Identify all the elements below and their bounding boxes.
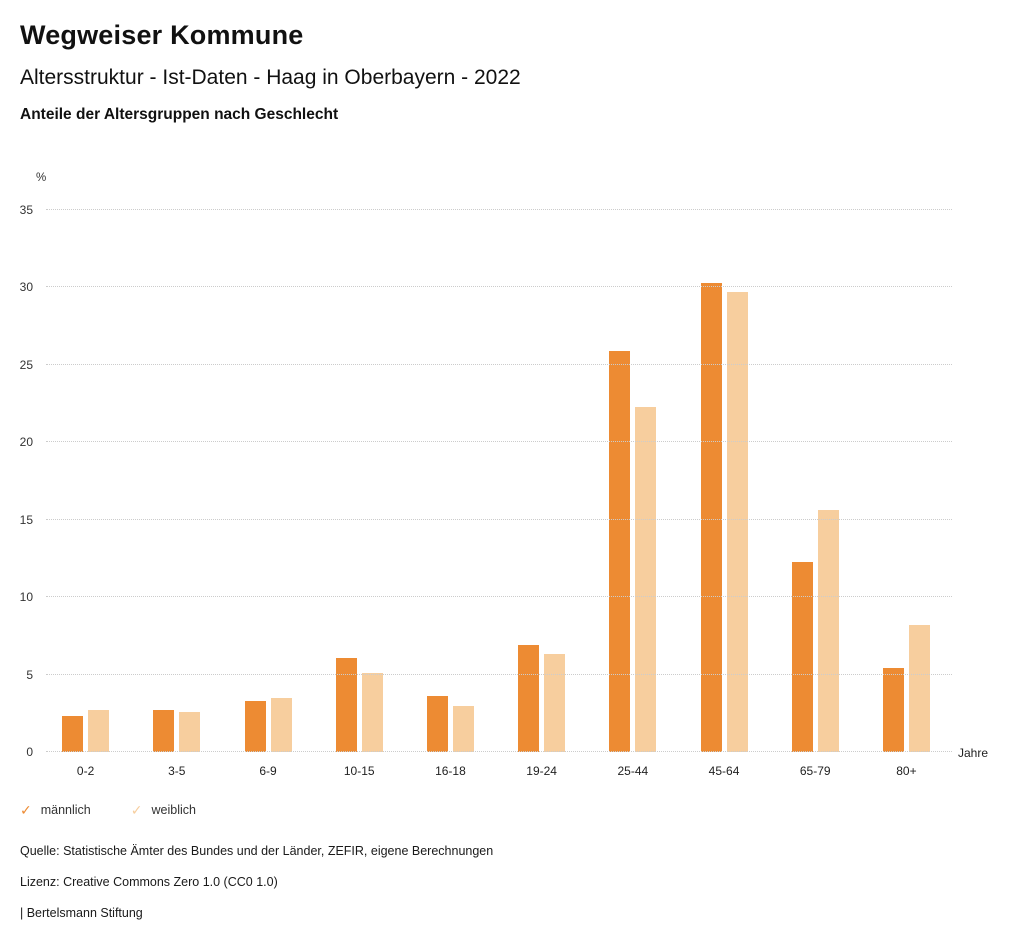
bar-group <box>405 210 496 752</box>
chart-subsubtitle: Anteile der Altersgruppen nach Geschlech… <box>20 106 339 123</box>
y-tick-label: 30 <box>19 280 33 295</box>
y-tick-label: 25 <box>19 357 33 372</box>
bar-weiblich[interactable] <box>361 673 383 752</box>
bar-group <box>131 210 222 752</box>
bar-weiblich[interactable] <box>817 510 839 752</box>
x-tick-label: 25-44 <box>617 764 649 778</box>
legend-label: weiblich <box>151 803 196 817</box>
bar-weiblich[interactable] <box>908 625 930 752</box>
bar-groups <box>40 210 952 752</box>
bar-group <box>314 210 405 752</box>
legend: ✓ männlich ✓ weiblich <box>20 803 196 817</box>
bar-weiblich[interactable] <box>544 654 566 752</box>
bar-group <box>40 210 131 752</box>
bar-group <box>222 210 313 752</box>
x-tick-label: 19-24 <box>526 764 557 778</box>
bar-männlich[interactable] <box>244 700 266 752</box>
legend-item-männlich[interactable]: ✓ männlich <box>20 803 91 817</box>
bar-group <box>770 210 861 752</box>
x-tick-label: 80+ <box>896 764 917 778</box>
source-text: Quelle: Statistische Ämter des Bundes un… <box>20 844 494 858</box>
gridline <box>46 596 952 598</box>
y-tick-label: 20 <box>19 435 33 450</box>
check-icon: ✓ <box>20 802 32 818</box>
x-tick-label: 16-18 <box>435 764 466 778</box>
x-tick-label: 10-15 <box>343 764 375 778</box>
bar-group <box>861 210 952 752</box>
x-tick-label: 6-9 <box>259 764 277 778</box>
bar-männlich[interactable] <box>426 696 448 752</box>
bar-männlich[interactable] <box>518 645 540 752</box>
bar-männlich[interactable] <box>335 657 357 752</box>
legend-item-weiblich[interactable]: ✓ weiblich <box>131 803 196 817</box>
x-tick-label: 45-64 <box>708 764 740 778</box>
y-tick-label: 5 <box>26 667 33 682</box>
bar-männlich[interactable] <box>153 710 175 752</box>
bar-männlich[interactable] <box>62 716 84 752</box>
plot-area: 0 5 10 15 20 25 30 35 <box>20 203 952 759</box>
check-icon: ✓ <box>130 802 143 818</box>
bar-weiblich[interactable] <box>726 292 748 752</box>
bar-weiblich[interactable] <box>179 711 201 752</box>
x-tick-label: 3-5 <box>168 764 186 778</box>
bar-group <box>496 210 587 752</box>
gridline <box>46 286 952 288</box>
x-tick-label: 0-2 <box>76 764 95 778</box>
gridline <box>46 441 952 443</box>
x-tick-label: 65-79 <box>799 764 831 778</box>
gridline <box>46 518 952 520</box>
y-tick-label: 15 <box>19 512 33 527</box>
y-tick-label: 35 <box>19 203 33 217</box>
y-tick-label: 10 <box>19 590 33 605</box>
bar-group <box>587 210 678 752</box>
bar-männlich[interactable] <box>791 561 813 752</box>
license-text: Lizenz: Creative Commons Zero 1.0 (CC0 1… <box>20 875 278 889</box>
gridline <box>46 363 952 365</box>
bar-männlich[interactable] <box>882 668 904 752</box>
y-axis-unit-label: % <box>36 172 47 184</box>
chart-subtitle: Altersstruktur - Ist-Daten - Haag in Obe… <box>20 66 521 89</box>
bar-weiblich[interactable] <box>452 705 474 752</box>
y-tick-label: 0 <box>26 745 33 759</box>
bar-weiblich[interactable] <box>88 710 110 752</box>
gridline <box>46 209 952 210</box>
bar-weiblich[interactable] <box>270 697 292 752</box>
x-labels: 0-2 3-5 6-9 10-15 16-18 19-24 25-44 45-64 65-79 8… <box>40 764 952 778</box>
brand-text: | Bertelsmann Stiftung <box>20 906 143 920</box>
legend-label: männlich <box>40 803 91 817</box>
gridline <box>46 751 952 752</box>
bar-männlich[interactable] <box>609 350 631 752</box>
bar-group <box>678 210 769 752</box>
x-axis-unit-label: Jahre <box>958 746 989 760</box>
gridline <box>46 673 952 675</box>
bar-weiblich[interactable] <box>635 406 657 752</box>
page-title: Wegweiser Kommune <box>20 20 304 50</box>
bar-männlich[interactable] <box>700 282 722 752</box>
